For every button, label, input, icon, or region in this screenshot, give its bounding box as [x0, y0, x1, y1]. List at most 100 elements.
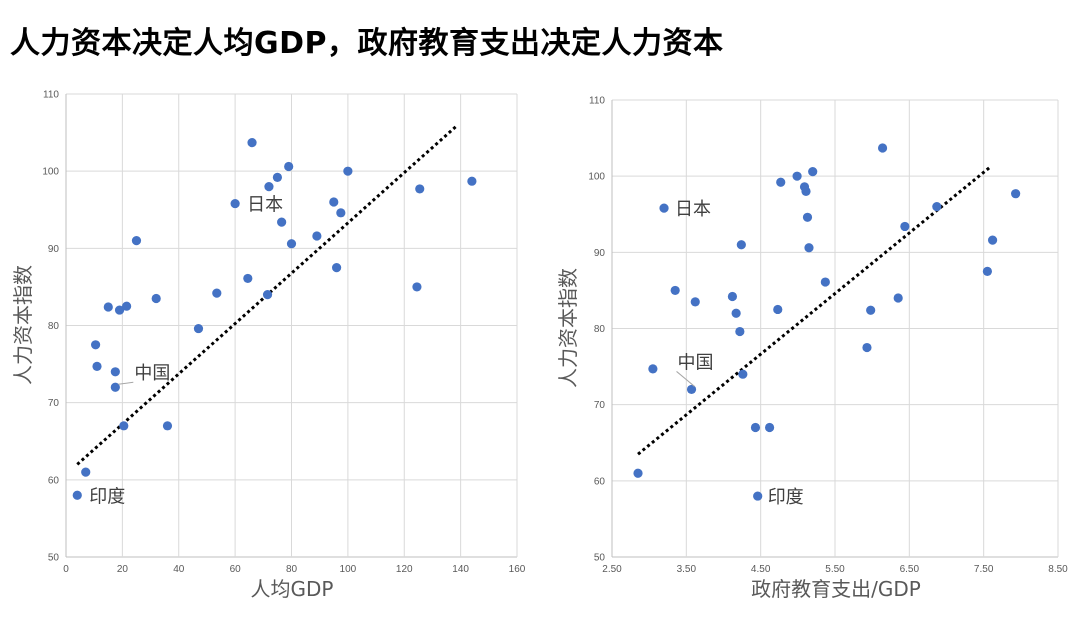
x-axis-title: 政府教育支出/GDP [751, 577, 921, 601]
data-point [1011, 189, 1021, 199]
x-tick-label: 0 [63, 564, 69, 575]
data-point [119, 421, 129, 431]
data-point [312, 231, 322, 241]
data-point [738, 369, 748, 379]
data-point [92, 361, 102, 371]
data-point [332, 263, 342, 273]
x-tick-label: 40 [173, 564, 185, 575]
x-tick-label: 20 [117, 564, 129, 575]
slide-title: 人力资本决定人均GDP，政府教育支出决定人力资本 [10, 26, 724, 61]
data-point [243, 273, 253, 284]
data-point [802, 212, 813, 222]
data-point [467, 176, 477, 186]
data-point [987, 235, 998, 245]
x-tick-label: 2.50 [602, 564, 622, 575]
data-point [633, 468, 643, 478]
y-tick-label: 90 [48, 244, 60, 255]
data-point [648, 364, 658, 374]
data-point [162, 421, 173, 431]
data-point [731, 308, 741, 318]
x-axis-title: 人均GDP [251, 577, 334, 601]
x-tick-label: 5.50 [825, 564, 845, 575]
data-point [804, 243, 814, 253]
data-point [110, 382, 120, 392]
data-point [103, 302, 113, 312]
x-tick-label: 7.50 [974, 564, 994, 575]
y-tick-label: 80 [594, 324, 606, 335]
data-point [343, 166, 353, 176]
data-point [264, 182, 274, 192]
data-point [801, 186, 811, 196]
data-point [262, 290, 273, 300]
data-point [736, 240, 746, 250]
y-tick-label: 50 [48, 553, 60, 564]
data-point [329, 197, 339, 207]
x-tick-label: 160 [509, 564, 526, 575]
data-point [750, 422, 761, 433]
data-point [415, 184, 425, 194]
annotation-leader [676, 371, 695, 387]
data-point [72, 490, 82, 500]
annotation-label: 日本 [675, 199, 711, 220]
data-point [412, 282, 422, 292]
data-point [131, 236, 142, 246]
y-tick-label: 60 [48, 475, 60, 486]
y-axis-title: 人力资本指数 [556, 268, 580, 388]
y-tick-label: 60 [594, 476, 606, 487]
data-point [753, 491, 763, 501]
x-tick-label: 140 [452, 564, 469, 575]
data-point [247, 138, 257, 148]
x-tick-label: 6.50 [900, 564, 920, 575]
annotation-label: 日本 [247, 195, 283, 216]
y-tick-label: 100 [42, 167, 59, 178]
x-tick-label: 3.50 [677, 564, 697, 575]
x-tick-label: 80 [286, 564, 298, 575]
data-point [659, 203, 669, 213]
x-tick-label: 4.50 [751, 564, 771, 575]
data-point [866, 305, 876, 315]
y-tick-label: 110 [43, 90, 59, 101]
data-point [808, 166, 818, 177]
data-point [820, 277, 830, 287]
data-point [286, 239, 297, 249]
data-point [151, 293, 161, 304]
data-point [670, 285, 680, 296]
annotation-label: 中国 [134, 363, 170, 384]
data-point [81, 467, 91, 477]
data-point [193, 323, 204, 334]
data-point [90, 340, 101, 350]
scatter-chart-1: 50 60 70 80 90 100 110 0 20 40 60 80 100 120 140 160 人均G… [11, 90, 526, 602]
data-point [284, 161, 294, 172]
y-tick-label: 110 [589, 96, 605, 107]
data-point [212, 288, 222, 298]
y-tick-label: 50 [594, 553, 606, 564]
annotation-leader [118, 381, 134, 385]
y-tick-label: 70 [594, 400, 606, 411]
data-point [110, 367, 120, 377]
x-tick-label: 100 [340, 564, 357, 575]
data-point [877, 143, 888, 153]
data-point [735, 326, 745, 337]
data-point [862, 342, 872, 353]
data-point [690, 297, 700, 307]
data-point [982, 266, 992, 276]
y-tick-label: 100 [588, 172, 605, 183]
annotation-label: 印度 [768, 487, 804, 508]
data-point [792, 171, 802, 181]
data-point [686, 384, 697, 395]
x-tick-label: 120 [396, 564, 413, 575]
data-point [727, 291, 738, 302]
data-point [900, 221, 910, 232]
data-point [114, 305, 125, 315]
data-point [776, 177, 786, 187]
x-tick-label: 60 [230, 564, 242, 575]
data-point [230, 198, 240, 209]
y-tick-label: 70 [48, 398, 60, 409]
data-point [764, 422, 775, 433]
x-tick-label: 8.50 [1048, 564, 1068, 575]
data-point [336, 208, 346, 218]
scatter-chart-2: 50 60 70 80 90 100 110 2.50 3.50 4.50 5.50 6.50 7.50… [556, 96, 1068, 602]
y-axis-title: 人力资本指数 [11, 265, 35, 385]
data-point [277, 217, 287, 227]
